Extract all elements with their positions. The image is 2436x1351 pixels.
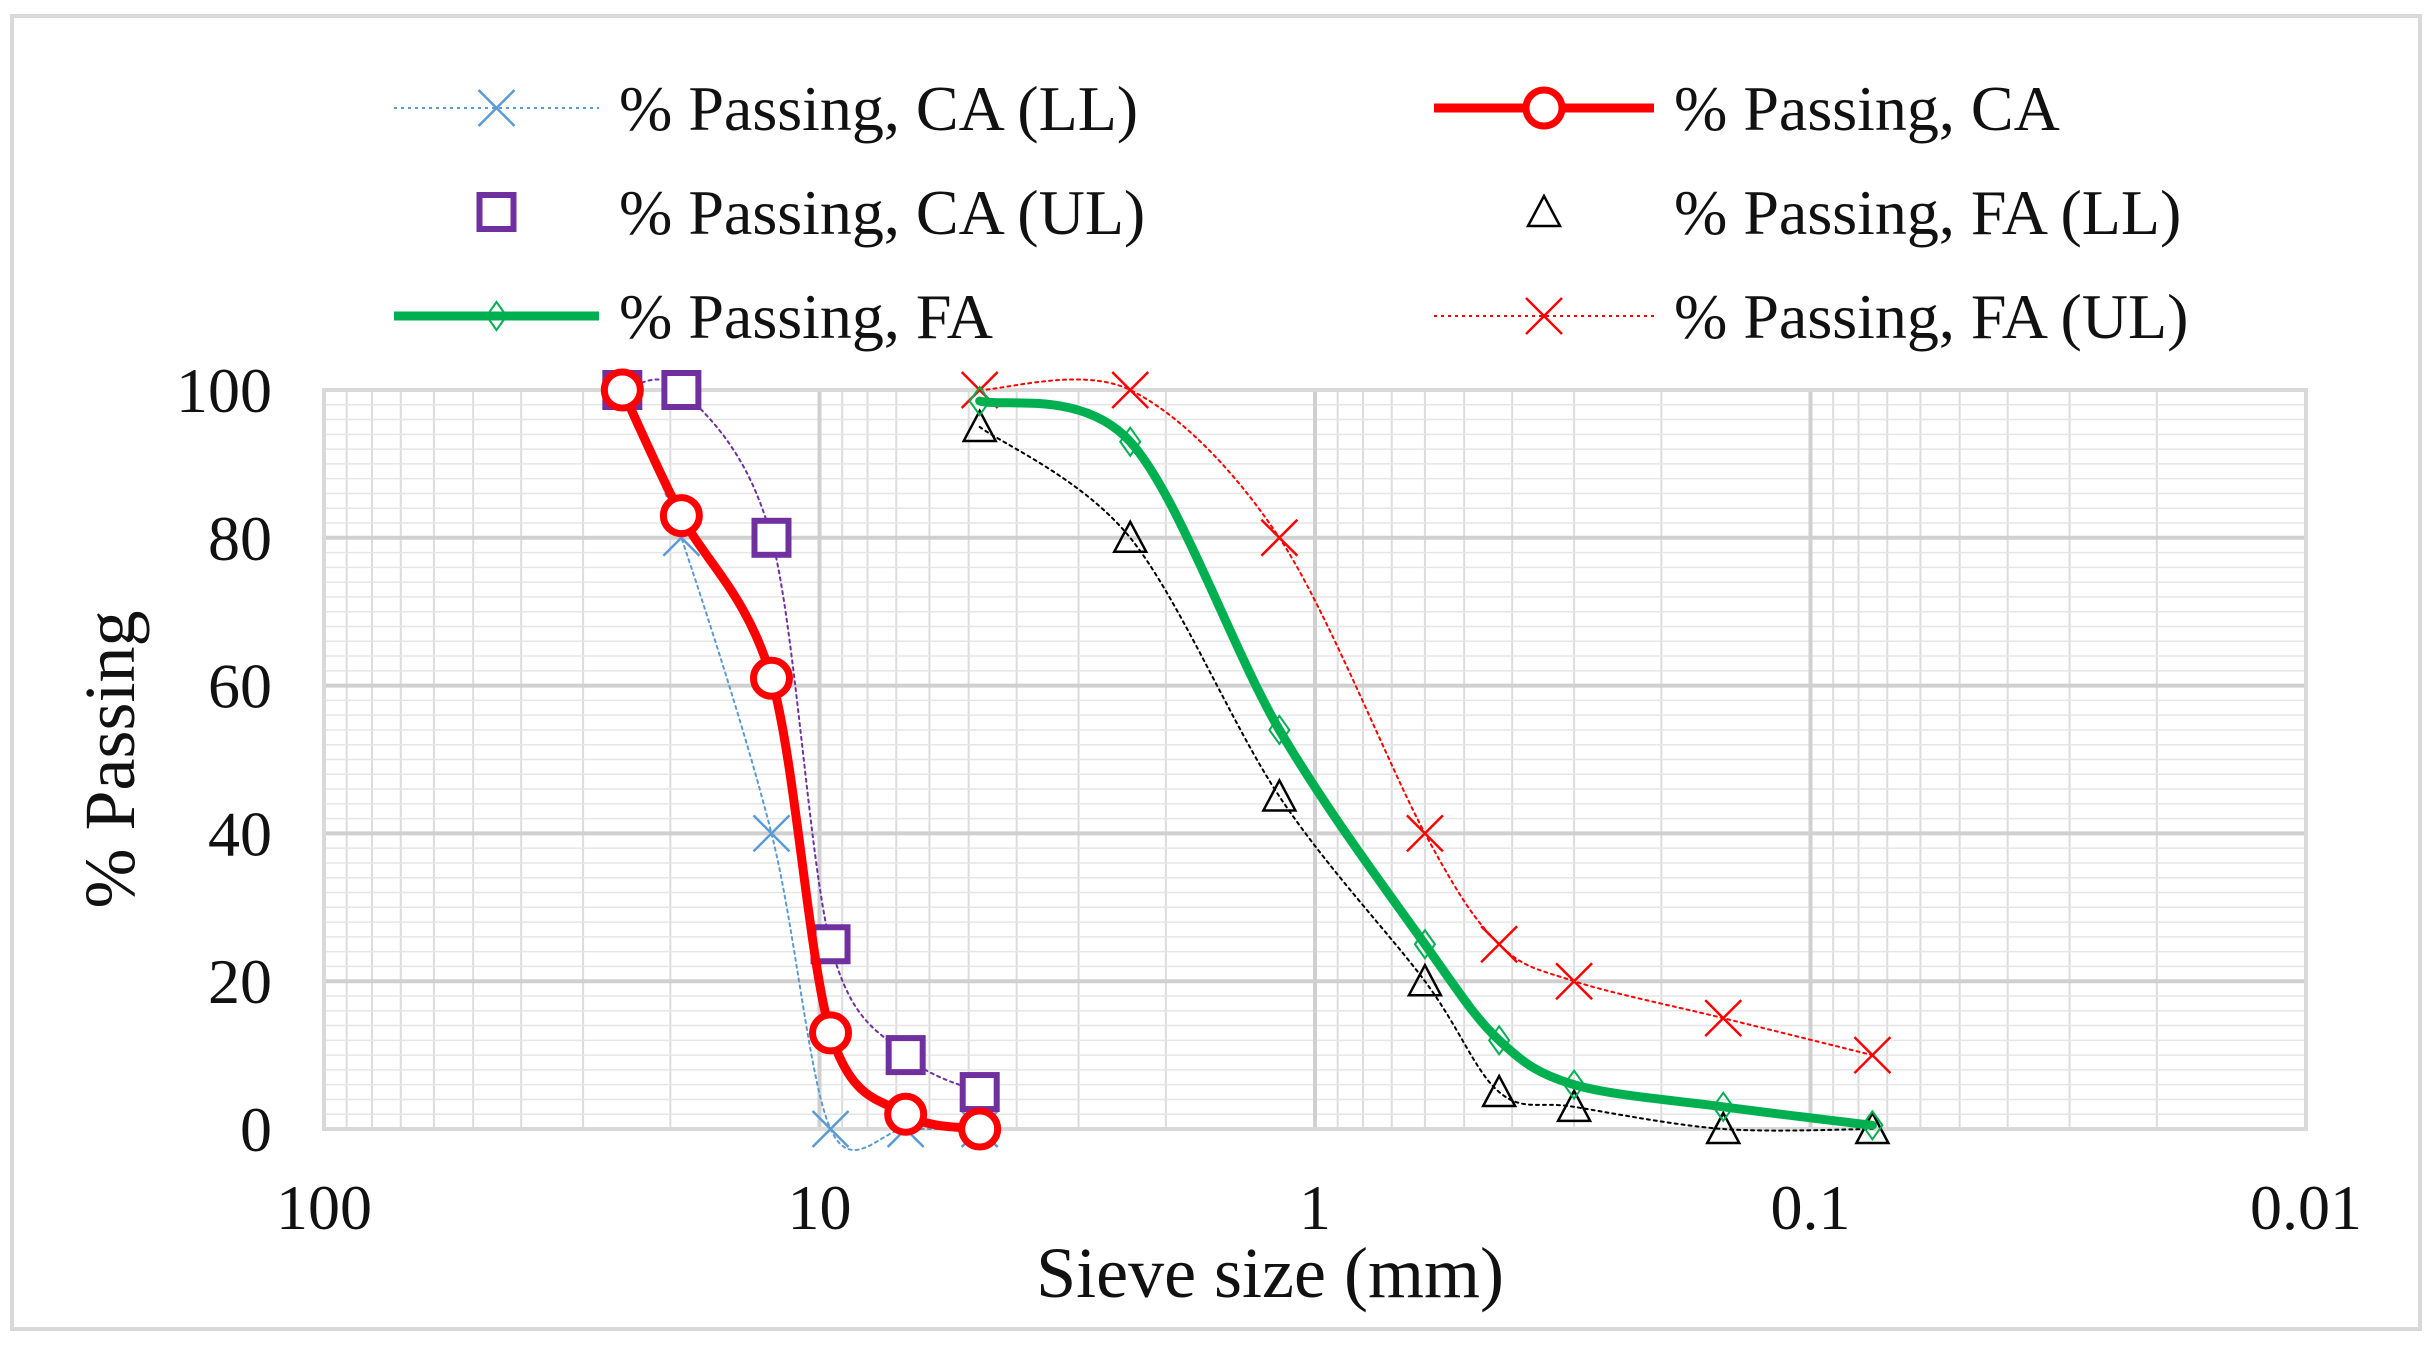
marker-triangle (961, 408, 998, 443)
y-tick-label: 60 (208, 651, 272, 722)
marker-diamond (1861, 1109, 1884, 1142)
marker-x (752, 814, 791, 853)
marker-x (1853, 1036, 1892, 1074)
marker-triangle (1525, 193, 1563, 228)
legend-item: % Passing, FA (UL) (1434, 281, 2188, 352)
tick-labels: 100 10 1 0.1 0.01 0 20 40 60 80 100 (176, 355, 2362, 1243)
marker-diamond (1712, 1091, 1735, 1123)
series-layer (600, 368, 1892, 1152)
legend-item: % Passing, CA (LL) (394, 73, 1138, 144)
series-line (621, 378, 981, 1094)
marker-x (1704, 999, 1743, 1038)
series-line (978, 378, 1874, 1057)
grading-chart: 100 10 1 0.1 0.01 0 20 40 60 80 100 Sieve size (mm… (70, 73, 2362, 1313)
marker-x (1480, 925, 1519, 964)
marker-x (477, 89, 516, 127)
y-axis-title: % Passing (70, 610, 150, 908)
marker-x (1525, 297, 1563, 335)
series-6 (960, 371, 1892, 1074)
legend: % Passing, CA (LL) % Passing, CA % Passing… (394, 73, 2188, 352)
marker-circle (1522, 86, 1566, 130)
chart-frame: 100 10 1 0.1 0.01 0 20 40 60 80 100 Sieve size (mm… (10, 14, 2422, 1331)
marker-triangle (1481, 1073, 1518, 1108)
marker-triangle (1556, 1088, 1593, 1123)
legend-label: % Passing, FA (619, 281, 993, 352)
marker-x (1260, 518, 1299, 557)
x-tick-label: 10 (788, 1172, 852, 1243)
legend-label: % Passing, CA (LL) (619, 73, 1138, 144)
marker-x (811, 1110, 850, 1148)
marker-diamond (1562, 1068, 1586, 1101)
x-tick-label: 1 (1299, 1172, 1331, 1243)
x-tick-label: 100 (276, 1172, 372, 1243)
series-4 (961, 408, 1891, 1145)
marker-diamond (1413, 928, 1437, 960)
series-5 (968, 385, 1884, 1142)
legend-label: % Passing, CA (UL) (619, 177, 1145, 248)
y-tick-label: 20 (208, 946, 272, 1017)
marker-x (1111, 371, 1150, 409)
marker-square (885, 1035, 926, 1076)
x-tick-label: 0.1 (1771, 1172, 1851, 1243)
marker-diamond (1487, 1024, 1511, 1057)
marker-triangle (1112, 519, 1149, 554)
marker-circle (659, 494, 703, 538)
legend-item: % Passing, FA (LL) (1525, 177, 2181, 248)
legend-label: % Passing, FA (UL) (1674, 281, 2188, 352)
legend-label: % Passing, FA (LL) (1674, 177, 2181, 248)
marker-triangle (1406, 962, 1444, 997)
x-tick-label: 0.01 (2250, 1172, 2362, 1243)
marker-diamond (1268, 714, 1291, 746)
y-tick-label: 40 (208, 798, 272, 869)
marker-triangle (1261, 777, 1298, 812)
marker-square (661, 370, 702, 410)
y-tick-label: 100 (176, 355, 272, 426)
marker-square (959, 1072, 1000, 1113)
y-tick-label: 80 (208, 503, 272, 574)
marker-diamond (968, 385, 991, 417)
plot-area-border (322, 388, 2308, 1131)
marker-x (1555, 962, 1593, 1001)
marker-diamond (485, 300, 508, 332)
marker-x (1406, 814, 1444, 853)
marker-diamond (1118, 426, 1142, 458)
x-axis-title: Sieve size (mm) (1036, 1233, 1504, 1313)
y-tick-label: 0 (240, 1094, 272, 1165)
marker-circle (600, 368, 644, 412)
marker-square (751, 517, 792, 558)
series-2 (600, 368, 1002, 1151)
marker-circle (884, 1092, 928, 1136)
legend-item: % Passing, CA (1434, 73, 2060, 144)
legend-item: % Passing, CA (UL) (476, 177, 1145, 248)
marker-triangle (1705, 1110, 1742, 1145)
marker-circle (749, 656, 793, 700)
marker-circle (958, 1107, 1002, 1151)
marker-circle (809, 1011, 853, 1055)
marker-square (476, 192, 517, 232)
legend-label: % Passing, CA (1674, 73, 2060, 144)
legend-item: % Passing, FA (394, 281, 993, 352)
series-line (975, 396, 1877, 1130)
